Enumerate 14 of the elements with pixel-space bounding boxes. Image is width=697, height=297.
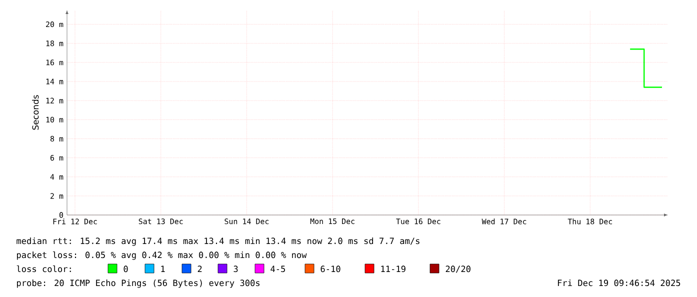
text: packet loss: 0.05 % avg 0.42 % max 0.00 % min 0.00 % now — [17, 251, 307, 260]
y-axis-title: Seconds — [32, 95, 39, 130]
text: 0 — [124, 266, 128, 272]
text: 3 — [234, 266, 238, 272]
text: 1 — [161, 266, 165, 272]
text: 6-10 — [320, 266, 340, 272]
text: loss color: — [16, 265, 71, 272]
text: Fri Dec 19 09:46:54 2025 — [558, 280, 680, 286]
text: 20/20 — [446, 266, 470, 273]
text: probe: 20 ICMP Echo Pings (56 Bytes) every 300s — [17, 280, 260, 288]
text: 2 — [198, 266, 202, 272]
text: median rtt: 15.2 ms avg 17.4 ms max 13.4 ms min 13.4 ms now 2.0 ms sd 7.7 am/s — [16, 238, 420, 246]
text: 11-19 — [381, 266, 406, 272]
text: 4-5 — [270, 266, 285, 272]
